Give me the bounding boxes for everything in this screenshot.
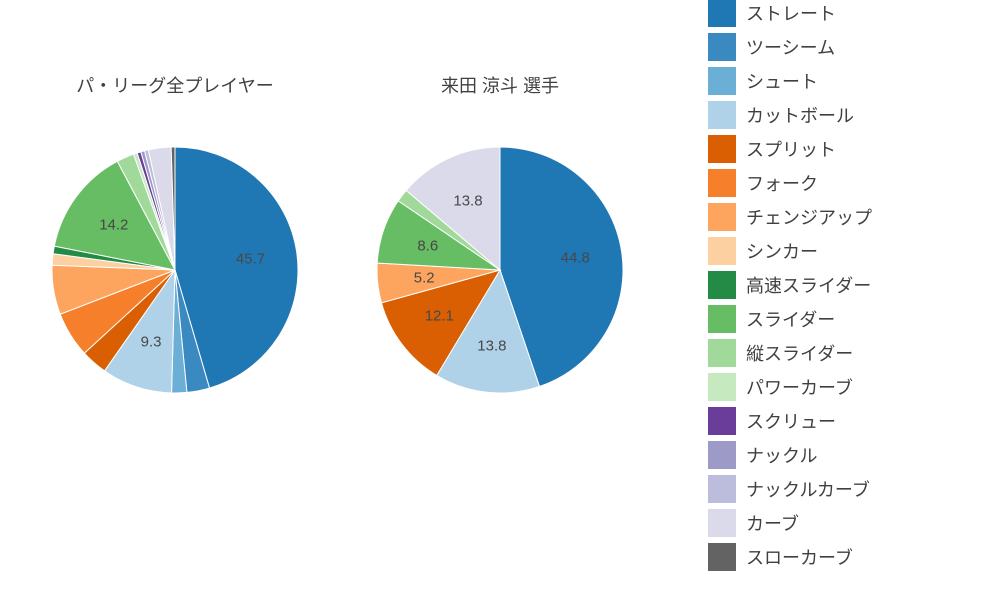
legend-label: チェンジアップ [746,204,872,230]
legend-item: スクリュー [708,404,972,438]
pie-slice-label: 14.2 [99,216,128,233]
chart-title: パ・リーグ全プレイヤー [76,72,273,98]
pie-slice-label: 13.8 [453,192,482,209]
legend-label: スローカーブ [746,544,853,570]
legend-item: ナックル [708,438,972,472]
legend-swatch [708,67,736,95]
pie-slice-label: 9.3 [141,334,162,351]
legend-label: フォーク [746,170,818,196]
legend-swatch [708,203,736,231]
legend-label: 高速スライダー [746,272,871,298]
pie-slice-label: 13.8 [477,337,506,354]
legend-label: ナックルカーブ [746,476,870,502]
legend-swatch [708,543,736,571]
legend-label: ツーシーム [746,34,835,60]
legend-swatch [708,441,736,469]
legend-swatch [708,509,736,537]
legend-swatch [708,169,736,197]
legend-item: スローカーブ [708,540,972,574]
legend-label: カットボール [746,102,854,128]
legend-item: スプリット [708,132,972,166]
chart-title: 来田 涼斗 選手 [441,72,559,98]
legend-label: シュート [746,68,818,94]
legend-item: フォーク [708,166,972,200]
legend-label: スクリュー [746,408,836,434]
legend-item: ナックルカーブ [708,472,972,506]
legend-item: ツーシーム [708,30,972,64]
legend-item: チェンジアップ [708,200,972,234]
pie-slice-label: 5.2 [414,270,435,287]
legend: ストレートツーシームシュートカットボールスプリットフォークチェンジアップシンカー… [700,0,980,580]
pie-slice-label: 8.6 [417,237,438,254]
legend-label: ナックル [746,442,817,468]
legend-swatch [708,475,736,503]
legend-swatch [708,237,736,265]
legend-frame: ストレートツーシームシュートカットボールスプリットフォークチェンジアップシンカー… [700,0,980,580]
legend-label: カーブ [746,510,799,536]
legend-swatch [708,305,736,333]
legend-swatch [708,135,736,163]
legend-item: パワーカーブ [708,370,972,404]
legend-label: スライダー [746,306,835,332]
legend-label: 縦スライダー [746,340,853,366]
legend-label: スプリット [746,136,836,162]
legend-swatch [708,339,736,367]
legend-swatch [708,0,736,27]
legend-item: 縦スライダー [708,336,972,370]
legend-swatch [708,373,736,401]
legend-item: 高速スライダー [708,268,972,302]
legend-label: シンカー [746,238,818,264]
pie-slice-label: 44.8 [561,249,590,266]
legend-item: カーブ [708,506,972,540]
chart-container: パ・リーグ全プレイヤー 来田 涼斗 選手 45.7 9.3 14.2 44.8 13.8 1… [0,0,1000,600]
legend-label: パワーカーブ [746,374,853,400]
legend-swatch [708,33,736,61]
legend-item: シンカー [708,234,972,268]
legend-item: カットボール [708,98,972,132]
legend-item: シュート [708,64,972,98]
legend-item: スライダー [708,302,972,336]
legend-item: ストレート [708,0,972,30]
pie-slice-label: 12.1 [425,308,454,325]
legend-label: ストレート [746,0,836,26]
legend-swatch [708,271,736,299]
legend-swatch [708,407,736,435]
legend-swatch [708,101,736,129]
pie-slice-label: 45.7 [236,251,265,268]
